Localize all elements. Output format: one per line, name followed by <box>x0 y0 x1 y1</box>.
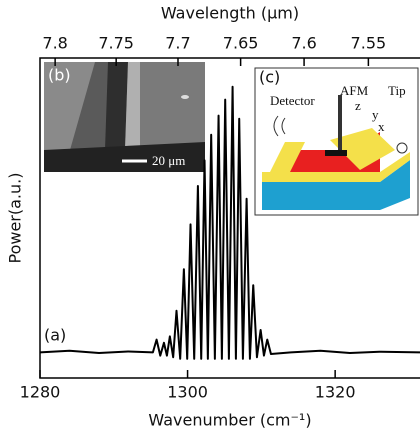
annotation: z <box>355 98 361 113</box>
annotation: y <box>372 107 379 122</box>
annotation: x <box>378 119 385 134</box>
axis-frame <box>39 57 420 379</box>
annotation: 20 μm <box>152 153 185 168</box>
annotation: Detector <box>270 93 315 108</box>
y-axis-title: Power(a.u.) <box>6 173 25 264</box>
x2-tick-label: 7.7 <box>165 34 190 53</box>
x2-tick-label: 7.55 <box>351 34 387 53</box>
x2-tick-label: 7.65 <box>223 34 259 53</box>
sem-inset <box>44 62 205 172</box>
x2-tick-label: 7.8 <box>42 34 67 53</box>
x2-tick-label: 7.75 <box>98 34 134 53</box>
annotation: (a) <box>44 326 66 345</box>
x-axis-title: Wavenumber (cm⁻¹) <box>148 411 311 430</box>
annotation: Tip <box>388 83 406 98</box>
annotation: (c) <box>259 68 280 87</box>
annotation: (b) <box>48 66 71 85</box>
spectrum-line <box>39 85 420 360</box>
schematic-inset <box>254 67 419 216</box>
annotation: AFM <box>340 83 369 98</box>
x-tick-label: 1320 <box>315 383 356 402</box>
x2-tick-label: 7.6 <box>291 34 316 53</box>
x2-axis-title: Wavelength (μm) <box>161 4 299 23</box>
x-tick-label: 1280 <box>20 383 61 402</box>
x-tick-label: 1300 <box>167 383 208 402</box>
